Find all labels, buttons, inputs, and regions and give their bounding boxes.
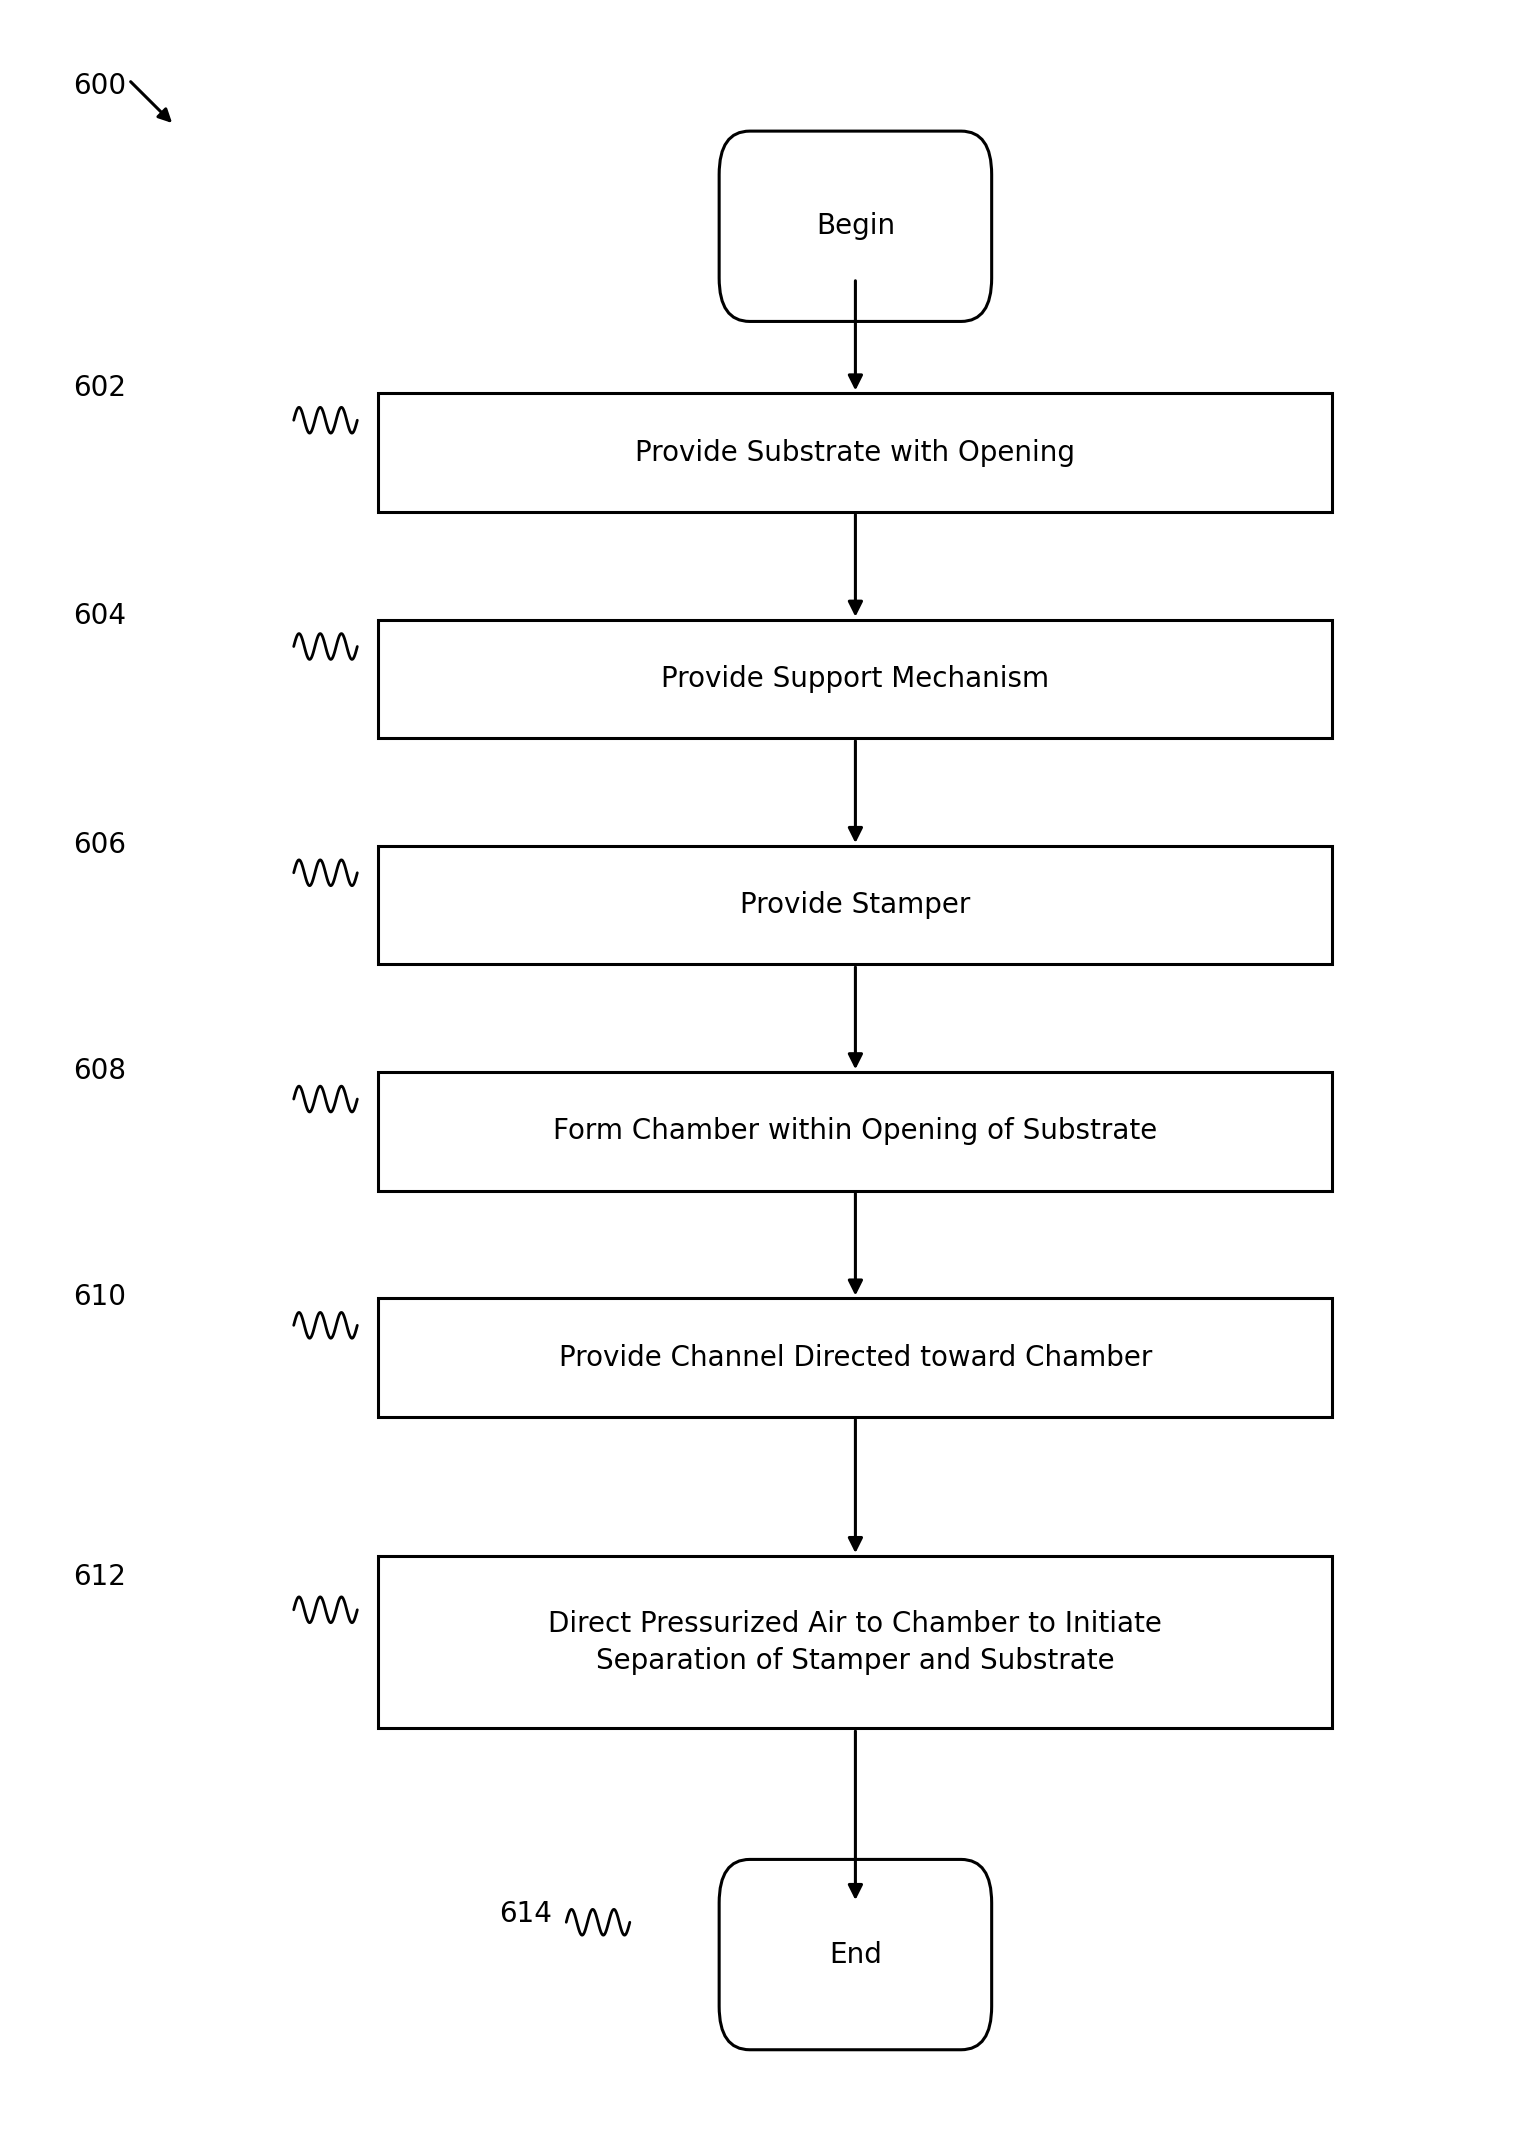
Bar [378,1297,1332,1418]
Text: 614: 614 [500,1901,553,1927]
FancyBboxPatch shape [719,131,992,321]
Text: 610: 610 [73,1284,126,1310]
Text: Provide Channel Directed toward Chamber: Provide Channel Directed toward Chamber [559,1345,1152,1371]
Text: End: End [830,1942,881,1968]
Text: 606: 606 [73,832,126,858]
Text: 608: 608 [73,1058,126,1084]
Text: Begin: Begin [816,213,895,239]
Bar [378,1071,1332,1190]
Bar [378,392,1332,511]
Text: Form Chamber within Opening of Substrate: Form Chamber within Opening of Substrate [553,1118,1158,1144]
Text: 600: 600 [73,73,126,99]
Bar [378,1556,1332,1728]
Text: Provide Support Mechanism: Provide Support Mechanism [662,666,1049,692]
Text: Provide Stamper: Provide Stamper [740,892,970,918]
Text: 602: 602 [73,375,126,401]
FancyBboxPatch shape [719,1860,992,2049]
Text: 604: 604 [73,603,126,629]
Text: 612: 612 [73,1565,126,1590]
Bar [378,618,1332,737]
Bar [378,845,1332,965]
Text: Direct Pressurized Air to Chamber to Initiate
Separation of Stamper and Substrat: Direct Pressurized Air to Chamber to Ini… [548,1610,1163,1674]
Text: Provide Substrate with Opening: Provide Substrate with Opening [636,440,1075,465]
